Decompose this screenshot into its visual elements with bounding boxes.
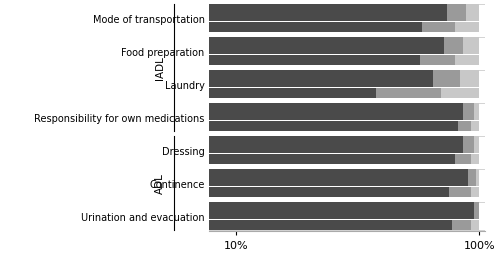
Bar — [468, 169, 477, 186]
Bar — [433, 71, 460, 88]
Bar — [422, 23, 455, 33]
Bar — [209, 89, 376, 98]
Bar — [455, 154, 471, 164]
Bar — [209, 23, 422, 33]
Bar — [474, 202, 479, 219]
Bar — [444, 38, 463, 55]
Bar — [460, 71, 479, 88]
Bar — [209, 121, 458, 131]
Bar — [209, 202, 474, 219]
Bar — [209, 104, 463, 121]
Bar — [209, 5, 447, 22]
Bar — [209, 56, 419, 66]
Bar — [209, 169, 468, 186]
Bar — [209, 154, 455, 164]
Bar — [447, 5, 466, 22]
Bar — [471, 121, 479, 131]
Text: IADL: IADL — [155, 56, 165, 80]
Bar — [441, 89, 479, 98]
Bar — [452, 220, 471, 230]
Bar — [458, 121, 471, 131]
Bar — [209, 71, 433, 88]
Bar — [455, 23, 479, 33]
Bar — [449, 187, 471, 197]
Bar — [474, 137, 479, 153]
Bar — [209, 220, 452, 230]
Bar — [209, 187, 449, 197]
Bar — [474, 104, 479, 121]
Bar — [471, 187, 479, 197]
Bar — [455, 56, 479, 66]
Bar — [209, 137, 463, 153]
Bar — [463, 104, 474, 121]
Bar — [376, 89, 441, 98]
Bar — [471, 154, 479, 164]
Bar — [463, 38, 479, 55]
Bar — [419, 56, 455, 66]
Bar — [466, 5, 479, 22]
Bar — [477, 169, 479, 186]
Bar — [463, 137, 474, 153]
Text: ADL: ADL — [155, 173, 165, 194]
Bar — [209, 38, 444, 55]
Bar — [471, 220, 479, 230]
